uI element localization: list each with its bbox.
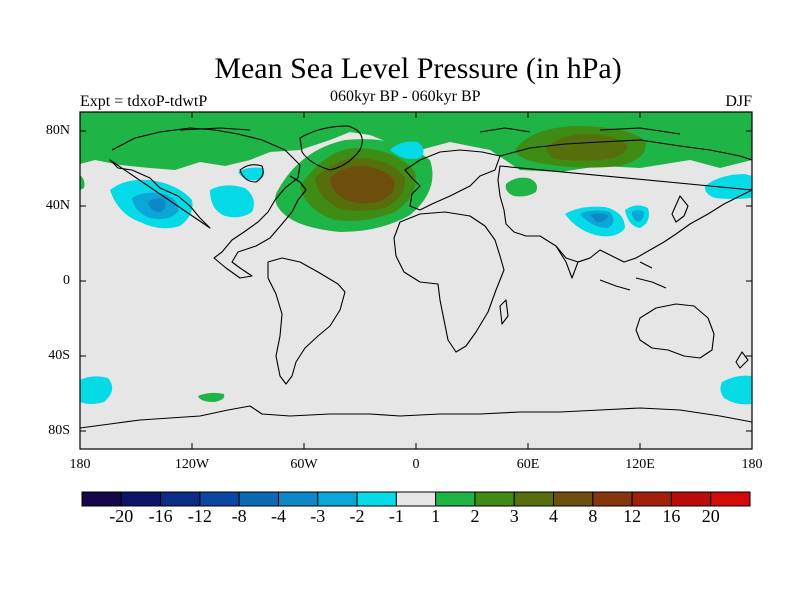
coastline-south-america <box>267 257 346 385</box>
coastline-indonesia <box>599 261 667 291</box>
colorbar-label: 4 <box>549 506 559 526</box>
colorbar-swatch <box>474 491 515 507</box>
coastline-madagascar <box>499 299 509 325</box>
coastline-greenland <box>299 125 363 171</box>
positive-anomaly-south-atlantic <box>198 392 225 402</box>
colorbar-swatch <box>592 491 633 507</box>
colorbar-swatch <box>199 491 240 507</box>
coastline-africa <box>393 211 505 353</box>
lon-label-120w: 120W <box>174 457 210 472</box>
latitude-ticks <box>80 130 752 432</box>
longitude-ticks <box>79 112 753 449</box>
colorbar-swatch <box>160 491 201 507</box>
lon-label-60e: 60E <box>516 457 540 472</box>
positive-anomaly-siberia-2 <box>545 134 628 161</box>
colorbar-label: 20 <box>701 506 720 526</box>
negative-anomaly-central-asia-3 <box>590 213 608 222</box>
coastline-india <box>555 245 591 279</box>
lon-label-180w: 180 <box>69 457 91 472</box>
colorbar-label: 12 <box>623 506 642 526</box>
colorbar-swatch <box>317 491 358 507</box>
colorbar-swatch <box>277 491 319 507</box>
lon-label-120e: 120E <box>625 457 655 472</box>
colorbar-swatch <box>435 491 476 507</box>
coastline-arctic-islands <box>179 127 681 135</box>
colorbar-label: 1 <box>431 506 441 526</box>
colorbar-label: -20 <box>109 506 134 526</box>
colorbar-swatch <box>356 491 397 507</box>
colorbar-label: 8 <box>588 506 598 526</box>
negative-anomaly-south-pacific <box>80 376 113 404</box>
colorbar-swatch <box>120 491 162 507</box>
colorbar-swatch <box>670 491 712 507</box>
lat-label-80n: 80N <box>45 123 70 138</box>
colorbar-label: -3 <box>310 506 326 526</box>
negative-anomaly-greenland-sea <box>390 141 424 159</box>
lat-label-40n: 40N <box>45 198 70 213</box>
coastline-new-zealand <box>735 351 749 369</box>
coastline-japan <box>671 195 689 223</box>
season-label: DJF <box>725 93 752 110</box>
negative-anomaly-north-pacific-3 <box>148 198 166 212</box>
negative-anomaly-northwest-pacific <box>704 174 752 199</box>
lon-label-60w: 60W <box>290 457 318 472</box>
coastlines <box>80 125 752 429</box>
negative-anomaly-east-asia-2 <box>632 210 644 222</box>
colorbar-swatch <box>710 491 751 507</box>
coastline-hudson-bay <box>239 164 264 183</box>
colorbar-label: 3 <box>509 506 519 526</box>
colorbar-swatch <box>395 491 437 507</box>
lon-label-0: 0 <box>412 457 420 472</box>
lat-label-40s: 40S <box>48 348 70 363</box>
colorbar-swatch <box>81 491 122 507</box>
plot-subtitle: 060kyr BP - 060kyr BP <box>330 88 481 105</box>
positive-anomaly-west-edge <box>80 175 85 190</box>
coastline-australia <box>635 303 715 359</box>
positive-anomaly-north-atlantic-4 <box>330 165 395 204</box>
colorbar-label: 16 <box>662 506 681 526</box>
colorbar-label: -8 <box>231 506 247 526</box>
colorbar-label: -4 <box>270 506 286 526</box>
colorbar-swatch <box>238 491 279 507</box>
colorbar-label: 2 <box>470 506 480 526</box>
colorbar-label: -12 <box>187 506 212 526</box>
positive-anomaly-caspian <box>505 177 537 197</box>
coastline-north-america <box>109 127 307 279</box>
colorbar-swatch <box>513 491 555 507</box>
colorbar-label: -16 <box>148 506 173 526</box>
colorbar <box>81 491 751 507</box>
colorbar-swatch <box>631 491 672 507</box>
lat-label-80s: 80S <box>48 423 70 438</box>
colorbar-swatch <box>553 491 594 507</box>
coastline-antarctica <box>80 405 752 429</box>
colorbar-label: -1 <box>388 506 404 526</box>
lon-label-180e: 180 <box>741 457 763 472</box>
lat-label-0: 0 <box>63 273 70 288</box>
negative-anomaly-east-pacific <box>210 185 254 218</box>
negative-anomaly-southern-ocean <box>720 375 752 405</box>
experiment-label: Expt = tdxoP-tdwtP <box>80 93 208 110</box>
page-title: Mean Sea Level Pressure (in hPa) <box>214 52 622 85</box>
colorbar-label: -2 <box>349 506 365 526</box>
coastline-europe <box>404 149 501 211</box>
